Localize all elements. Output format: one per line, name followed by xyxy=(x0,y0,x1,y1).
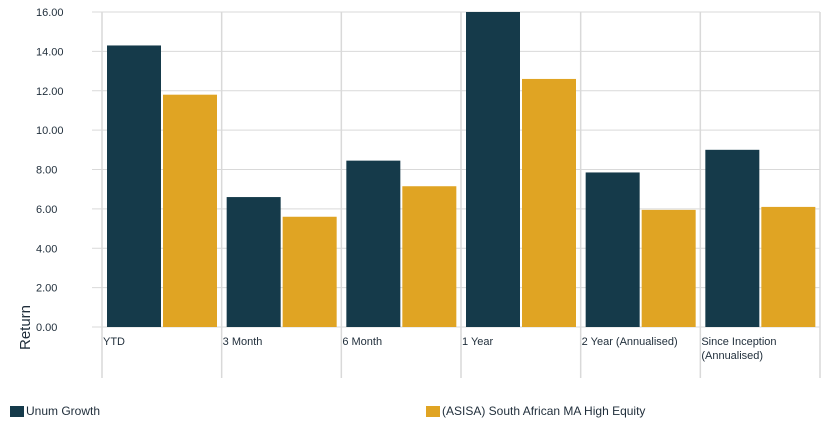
x-tick-label: 2 Year (Annualised) xyxy=(582,336,678,348)
bar-unum-growth-2 xyxy=(346,160,401,327)
bar-asisa-2 xyxy=(402,186,457,327)
bars xyxy=(107,12,816,327)
x-tick-label: YTD xyxy=(103,336,125,348)
bar-unum-growth-1 xyxy=(226,197,281,327)
legend-item-unum-growth: Unum Growth xyxy=(10,404,100,418)
x-tick-label: 3 Month xyxy=(223,336,263,348)
y-tick-label: 8.00 xyxy=(36,165,57,177)
legend-swatch xyxy=(10,405,24,417)
bar-unum-growth-5 xyxy=(705,149,760,327)
y-axis-ticks: 0.00 2.00 4.00 6.00 8.00 10.00 12.00 14.00 16.00 xyxy=(36,7,64,334)
y-tick-label: 16.00 xyxy=(36,7,64,19)
legend-item-asisa: (ASISA) South African MA High Equity xyxy=(426,404,645,418)
x-tick-label: (Annualised) xyxy=(701,350,763,362)
bar-asisa-0 xyxy=(163,94,217,327)
legend-label: (ASISA) South African MA High Equity xyxy=(442,404,646,418)
bar-asisa-1 xyxy=(282,216,337,327)
x-tick-label: 1 Year xyxy=(462,336,494,348)
y-axis-label: Return xyxy=(17,305,34,350)
y-tick-label: 0.00 xyxy=(36,322,57,334)
y-tick-label: 2.00 xyxy=(36,283,57,295)
y-tick-label: 14.00 xyxy=(36,46,64,58)
bar-unum-growth-4 xyxy=(585,172,640,327)
y-tick-label: 12.00 xyxy=(36,86,64,98)
y-tick-label: 6.00 xyxy=(36,204,57,216)
legend-swatch xyxy=(426,405,440,417)
bar-chart: 0.00 2.00 4.00 6.00 8.00 10.00 12.00 14.00 16.00… xyxy=(17,7,821,378)
y-tick-label: 10.00 xyxy=(36,125,64,137)
bar-unum-growth-0 xyxy=(107,45,161,327)
bar-asisa-3 xyxy=(522,78,576,327)
bar-asisa-5 xyxy=(761,206,816,327)
bar-asisa-4 xyxy=(641,209,696,327)
x-axis-labels: YTD 3 Month 6 Month 1 Year 2 Year (Annualise… xyxy=(103,336,777,362)
y-tick-label: 4.00 xyxy=(36,243,57,255)
x-tick-label: 6 Month xyxy=(342,336,382,348)
bar-unum-growth-3 xyxy=(466,12,520,327)
x-tick-label: Since Inception xyxy=(701,336,776,348)
legend-label: Unum Growth xyxy=(26,404,101,418)
